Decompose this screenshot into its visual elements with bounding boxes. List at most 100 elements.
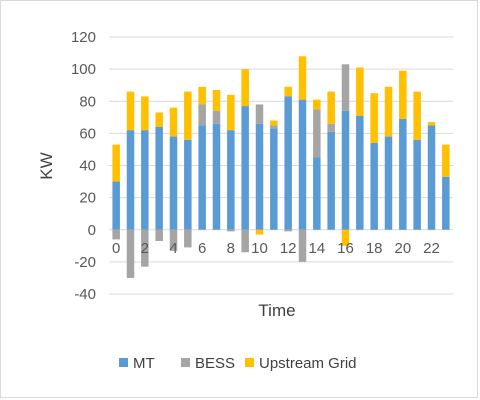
bar-bess: [241, 229, 249, 253]
bar-bess: [327, 123, 335, 132]
y-tick-label: 80: [79, 93, 96, 110]
bar-upstream-grid: [370, 93, 378, 144]
bar-bess: [298, 229, 307, 262]
bar-bess: [313, 109, 321, 158]
bar-upstream-grid: [112, 144, 120, 182]
x-tick-label: 12: [280, 240, 297, 257]
bar-bess: [155, 229, 163, 241]
x-tick-label: 20: [394, 240, 411, 257]
bar-upstream-grid: [399, 70, 407, 119]
x-tick-label: 18: [366, 240, 383, 257]
y-tick-label: 40: [79, 158, 96, 175]
bar-mt: [198, 125, 206, 230]
bar-upstream-grid: [169, 107, 178, 137]
bar-bess: [184, 229, 192, 248]
bar-bess: [212, 110, 221, 124]
bar-upstream-grid: [126, 91, 135, 131]
x-tick-label: 10: [251, 240, 268, 257]
bar-bess: [169, 229, 178, 250]
bar-mt: [442, 176, 450, 230]
bar-upstream-grid: [284, 86, 292, 97]
bar-upstream-grid: [313, 99, 321, 110]
y-tick-label: 100: [71, 61, 96, 78]
bar-mt: [399, 118, 407, 230]
bar-bess: [270, 125, 278, 129]
bar-upstream-grid: [212, 90, 221, 111]
bar-mt: [356, 115, 364, 230]
bar-mt: [313, 157, 321, 230]
bar-bess: [227, 229, 235, 232]
bar-upstream-grid: [427, 122, 436, 126]
legend: MT BESS Upstream Grid: [119, 355, 357, 372]
bar-mt: [413, 139, 421, 230]
bar-bess: [284, 229, 292, 232]
legend-swatch: [181, 358, 190, 367]
y-tick-label: -40: [74, 286, 96, 303]
x-axis-title: Time: [258, 301, 295, 320]
bar-upstream-grid: [184, 91, 192, 140]
bar-mt: [384, 136, 393, 230]
x-tick-label: 2: [141, 240, 149, 257]
bar-upstream-grid: [341, 229, 350, 246]
x-tick-label: 0: [112, 240, 120, 257]
bar-upstream-grid: [255, 229, 264, 235]
bar-upstream-grid: [356, 67, 364, 116]
bar-upstream-grid: [198, 86, 206, 105]
bar-bess: [112, 229, 120, 240]
x-tick-label: 8: [227, 240, 235, 257]
bar-mt: [155, 126, 163, 230]
bar-mt: [169, 136, 178, 230]
bar-upstream-grid: [227, 94, 235, 131]
x-tick-labels: 0 2 4 6 8 10 12 14 16 18 20 22: [112, 240, 440, 257]
bar-mt: [227, 130, 235, 230]
bar-bess: [141, 229, 149, 267]
bar-upstream-grid: [442, 144, 450, 177]
gridlines: [109, 36, 453, 295]
bar-upstream-grid: [241, 69, 249, 107]
x-tick-label: 6: [198, 240, 206, 257]
bar-upstream-grid: [327, 91, 335, 124]
y-tick-labels: -40 -20 0 20 40 60 80 100 120: [71, 29, 96, 303]
legend-label: Upstream Grid: [259, 355, 357, 372]
bar-mt: [184, 139, 192, 230]
bar-mt: [327, 131, 335, 230]
bar-mt: [255, 123, 264, 230]
y-tick-label: 0: [88, 222, 96, 239]
y-tick-label: 60: [79, 125, 96, 142]
bar-upstream-grid: [413, 91, 421, 140]
bar-mt: [141, 130, 149, 230]
bar-mt: [427, 125, 436, 230]
x-tick-label: 4: [169, 240, 177, 257]
bar-mt: [298, 99, 307, 230]
bar-mt: [341, 110, 350, 230]
bar-bess: [198, 104, 206, 126]
legend-swatch: [119, 358, 128, 367]
y-tick-label: -20: [74, 254, 96, 271]
bar-upstream-grid: [155, 112, 163, 127]
bar-bess: [255, 104, 264, 124]
x-tick-label: 16: [337, 240, 354, 257]
bar-mt: [241, 106, 249, 230]
bar-mt: [370, 143, 378, 230]
bar-mt: [284, 96, 292, 230]
legend-swatch: [245, 358, 254, 367]
bar-upstream-grid: [298, 56, 307, 100]
bar-mt: [112, 181, 120, 230]
bar-mt: [212, 123, 221, 230]
bar-bess: [341, 64, 350, 111]
y-axis-title: KW: [37, 152, 56, 179]
legend-label: BESS: [195, 355, 235, 372]
bar-upstream-grid: [270, 120, 278, 126]
bar-mt: [270, 128, 278, 230]
y-tick-label: 120: [71, 29, 96, 46]
bar-mt: [126, 130, 135, 230]
bar-upstream-grid: [141, 96, 149, 131]
bar-upstream-grid: [384, 86, 393, 137]
y-tick-label: 20: [79, 190, 96, 207]
x-tick-label: 14: [308, 240, 325, 257]
legend-label: MT: [133, 355, 155, 372]
bars: [112, 56, 450, 278]
x-tick-label: 22: [423, 240, 440, 257]
